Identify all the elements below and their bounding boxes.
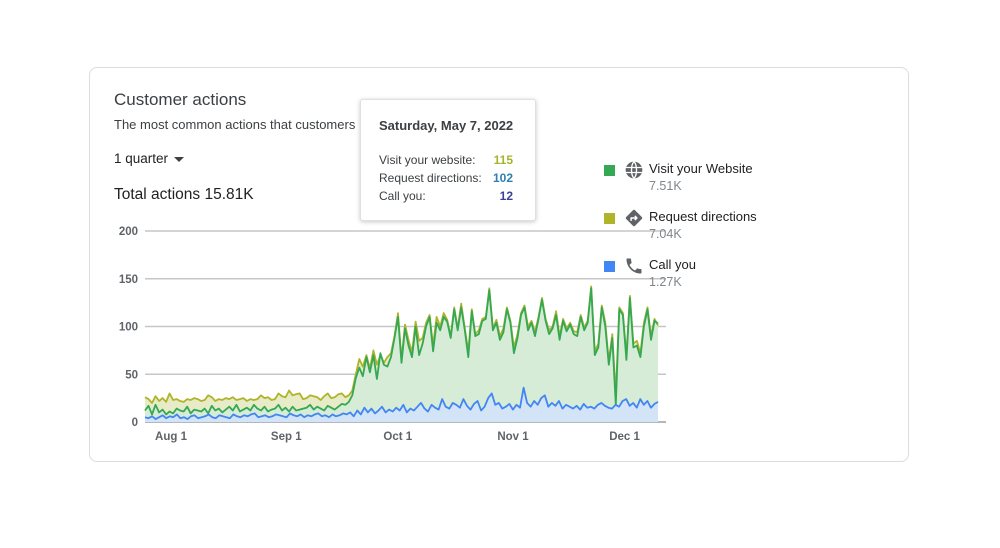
series-line <box>144 386 659 420</box>
legend-item-call[interactable]: Call you 1.27K <box>604 256 804 304</box>
legend-label: Visit your Website <box>649 161 753 176</box>
tooltip-row-call: Call you: 12 <box>379 189 513 203</box>
tooltip-date: Saturday, May 7, 2022 <box>379 118 514 133</box>
tooltip-row-website: Visit your website: 115 <box>379 153 513 167</box>
x-tick-label: Nov 1 <box>497 431 529 443</box>
x-tick-label: Dec 1 <box>609 431 640 443</box>
y-tick-label: 100 <box>119 322 138 334</box>
legend-label: Call you <box>649 257 696 272</box>
card-subtitle: The most common actions that customers <box>114 117 356 132</box>
series-area <box>145 288 658 422</box>
tooltip-value: 12 <box>499 189 513 203</box>
x-tick-label: Aug 1 <box>155 431 188 443</box>
chart-legend: Visit your Website 7.51K Request directi… <box>604 160 804 304</box>
legend-item-website[interactable]: Visit your Website 7.51K <box>604 160 804 208</box>
tooltip-label: Call you: <box>379 189 426 203</box>
tooltip-row-directions: Request directions: 102 <box>379 171 513 185</box>
total-actions: Total actions 15.81K <box>114 186 254 203</box>
x-tick-label: Sep 1 <box>271 431 302 443</box>
series-line <box>144 287 659 416</box>
x-tick-label: Oct 1 <box>383 431 412 443</box>
legend-value: 1.27K <box>649 275 682 289</box>
phone-icon <box>626 258 642 274</box>
tooltip-value: 102 <box>492 171 513 185</box>
legend-item-directions[interactable]: Request directions 7.04K <box>604 208 804 256</box>
tooltip-label: Visit your website: <box>379 153 476 167</box>
directions-icon <box>625 209 643 227</box>
tooltip-label: Request directions: <box>379 171 482 185</box>
legend-swatch <box>604 165 615 176</box>
series-area <box>145 387 658 422</box>
y-tick-label: 200 <box>119 226 138 238</box>
globe-icon <box>625 161 643 179</box>
legend-label: Request directions <box>649 209 757 224</box>
period-label: 1 quarter <box>114 151 169 166</box>
y-tick-label: 150 <box>119 274 138 286</box>
legend-swatch <box>604 261 615 272</box>
caret-down-icon <box>174 156 185 162</box>
y-tick-label: 50 <box>125 369 138 381</box>
period-dropdown[interactable]: 1 quarter <box>114 151 185 166</box>
y-tick-label: 0 <box>132 417 138 429</box>
legend-value: 7.04K <box>649 227 682 241</box>
tooltip-value: 115 <box>493 153 513 167</box>
chart-tooltip: Saturday, May 7, 2022 Visit your website… <box>360 99 536 221</box>
legend-swatch <box>604 213 615 224</box>
legend-value: 7.51K <box>649 179 682 193</box>
card-title: Customer actions <box>114 90 247 109</box>
